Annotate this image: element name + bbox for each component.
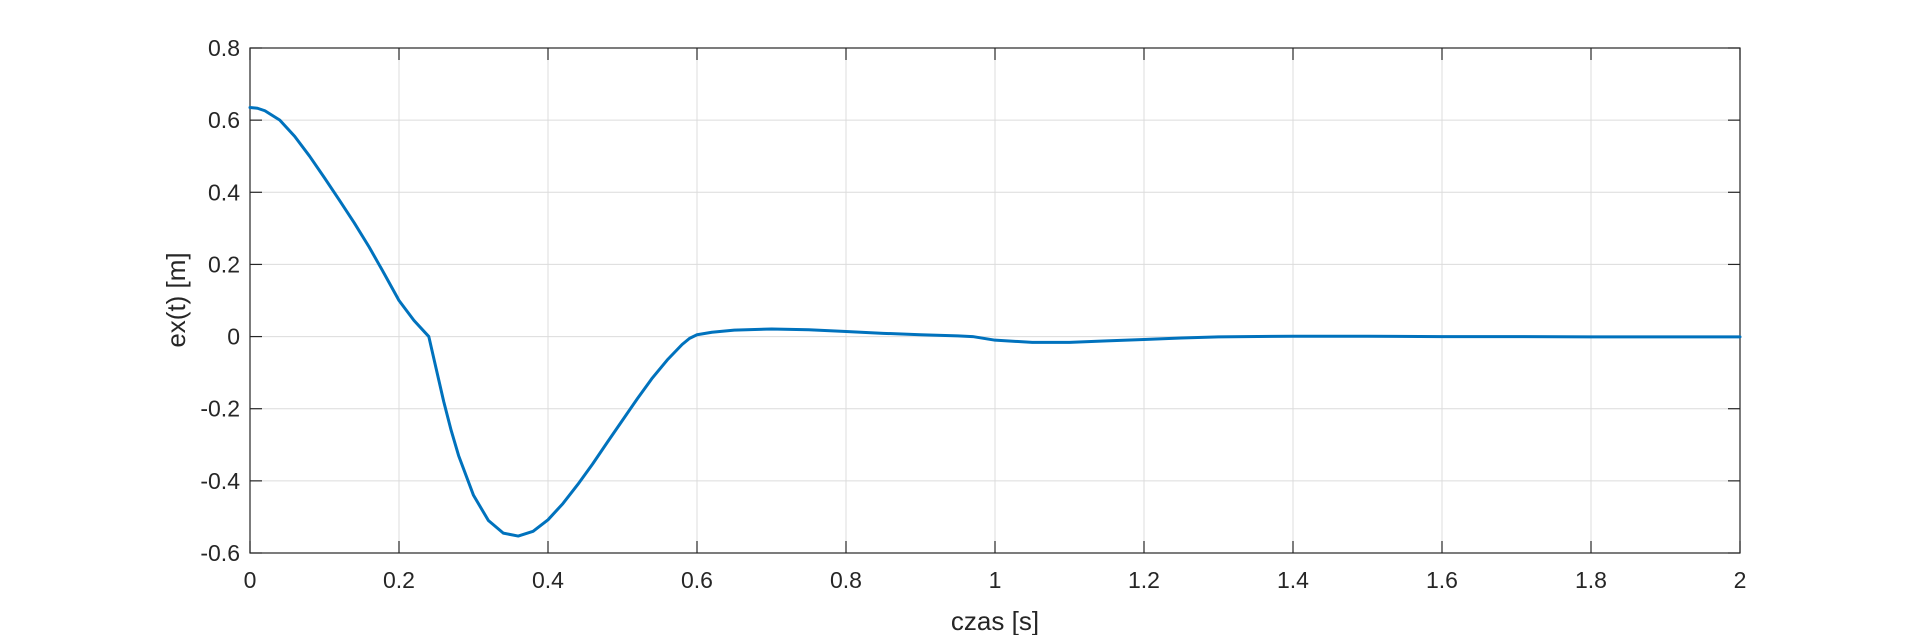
- x-tick-label: 0.4: [532, 567, 564, 593]
- y-tick-label: -0.4: [200, 468, 240, 494]
- y-tick-label: 0.2: [208, 251, 240, 277]
- y-tick-label: 0.6: [208, 107, 240, 133]
- x-tick-label: 1.6: [1426, 567, 1458, 593]
- x-tick-label: 1.4: [1277, 567, 1309, 593]
- x-tick-label: 0.8: [830, 567, 862, 593]
- x-tick-label: 0.2: [383, 567, 415, 593]
- y-axis-label: ex(t) [m]: [161, 252, 191, 347]
- x-tick-label: 0: [244, 567, 257, 593]
- axes-box: [249, 47, 1741, 554]
- y-tick-labels: -0.6 -0.4 -0.2 0 0.2 0.4 0.6 0.8: [200, 35, 240, 566]
- x-tick-label: 0.6: [681, 567, 713, 593]
- x-tick-label: 1.8: [1575, 567, 1607, 593]
- y-tick-label: -0.2: [200, 396, 240, 422]
- series-line-0: [248, 106, 1742, 538]
- series-layer: [248, 106, 1742, 538]
- y-tick-label: 0.8: [208, 35, 240, 61]
- x-tick-labels: 0 0.2 0.4 0.6 0.8 1 1.2 1.4 1.6 1.8 2: [244, 567, 1747, 593]
- x-tick-label: 2: [1734, 567, 1747, 593]
- y-tick-label: 0.4: [208, 179, 240, 205]
- x-tick-label: 1.2: [1128, 567, 1160, 593]
- x-tick-label: 1: [989, 567, 1002, 593]
- x-axis-label: czas [s]: [951, 606, 1039, 635]
- y-tick-label: -0.6: [200, 540, 240, 566]
- y-tick-label: 0: [227, 324, 240, 350]
